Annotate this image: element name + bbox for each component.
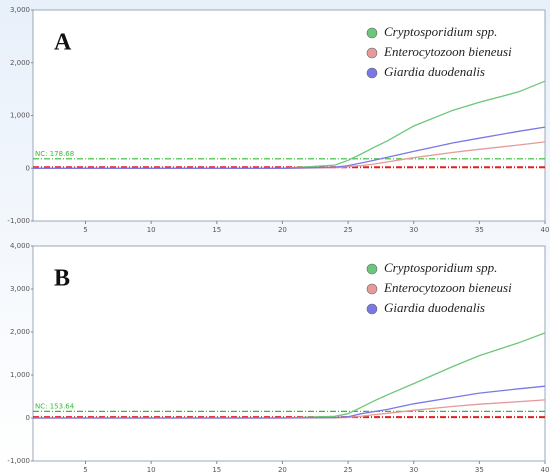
- y-tick-label: 1,000: [10, 371, 30, 379]
- legend-label: Cryptosporidium spp.: [384, 24, 497, 39]
- x-tick-label: 15: [212, 226, 221, 234]
- legend-marker: [366, 27, 378, 39]
- x-tick-label: 35: [475, 226, 484, 234]
- legend-label: Enterocytozoon bieneusi: [383, 280, 512, 295]
- legend-marker: [366, 263, 378, 275]
- threshold-label: NC: 178.68: [35, 150, 74, 158]
- x-tick-label: 25: [344, 466, 353, 474]
- y-tick-label: 4,000: [10, 242, 30, 250]
- series-line: [33, 126, 546, 169]
- series-line: [33, 80, 546, 169]
- x-tick-label: 25: [344, 226, 353, 234]
- panel-label: A: [54, 30, 72, 56]
- x-tick-label: 5: [83, 466, 87, 474]
- legend-marker: [366, 283, 378, 295]
- y-tick-label: 2,000: [10, 328, 30, 336]
- plot-area: [32, 9, 546, 222]
- x-tick-label: 40: [541, 226, 550, 234]
- x-tick-label: 30: [409, 226, 418, 234]
- series-line: [33, 385, 546, 419]
- x-tick-label: 10: [147, 226, 156, 234]
- x-tick-label: 5: [83, 226, 87, 234]
- y-tick-label: 1,000: [10, 112, 30, 120]
- x-tick-label: 40: [541, 466, 550, 474]
- legend-label: Giardia duodenalis: [384, 300, 485, 315]
- x-tick-label: 10: [147, 466, 156, 474]
- x-tick-label: 35: [475, 466, 484, 474]
- legend-label: Enterocytozoon bieneusi: [383, 44, 512, 59]
- y-tick-label: 2,000: [10, 59, 30, 67]
- legend-label: Giardia duodenalis: [384, 64, 485, 79]
- x-tick-label: 20: [278, 226, 287, 234]
- panel-label: B: [54, 266, 70, 292]
- y-tick-label: -1,000: [7, 217, 30, 225]
- y-tick-label: 0: [26, 164, 30, 172]
- threshold-label: NC: 153.64: [35, 402, 75, 410]
- legend-marker: [366, 47, 378, 59]
- y-tick-label: -1,000: [7, 457, 30, 465]
- plot-area: [32, 245, 546, 462]
- y-tick-label: 3,000: [10, 285, 30, 293]
- x-tick-label: 15: [212, 466, 221, 474]
- legend-label: Cryptosporidium spp.: [384, 260, 497, 275]
- legend-marker: [366, 67, 378, 79]
- x-tick-label: 20: [278, 466, 287, 474]
- y-tick-label: 3,000: [10, 6, 30, 14]
- x-tick-label: 30: [409, 466, 418, 474]
- series-line: [33, 332, 546, 419]
- legend-marker: [366, 303, 378, 315]
- y-tick-label: 0: [26, 414, 30, 422]
